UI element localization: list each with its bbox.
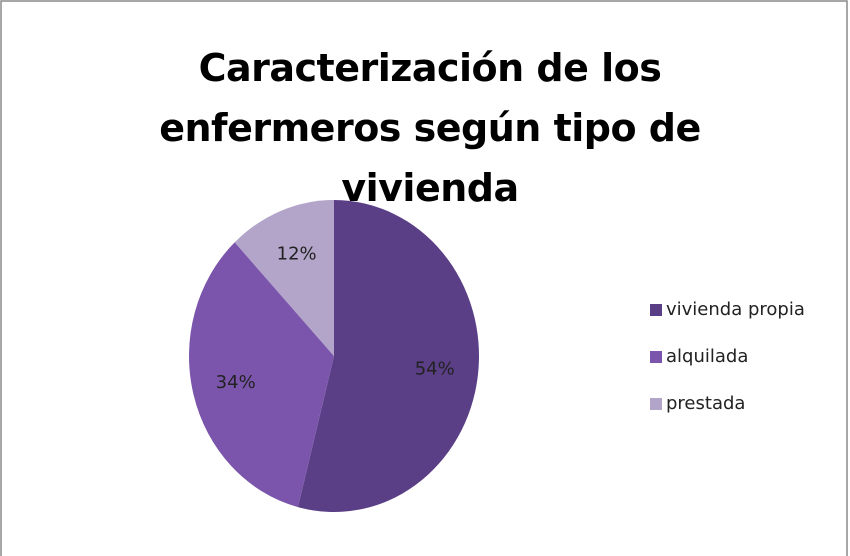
legend-label: prestada (666, 393, 745, 414)
legend-swatch (650, 304, 662, 316)
pie-slice (234, 200, 334, 356)
data-label: 34% (216, 372, 256, 393)
data-label: 54% (415, 359, 455, 380)
legend-swatch (650, 351, 662, 363)
pie-slice (188, 242, 334, 508)
legend-label: alquilada (666, 346, 748, 367)
legend-label: vivienda propia (666, 299, 805, 320)
legend-swatch (650, 398, 662, 410)
chart-title: Caracterización de los enfermeros según … (159, 46, 701, 210)
pie-slice (297, 200, 479, 512)
data-label: 12% (277, 243, 317, 264)
